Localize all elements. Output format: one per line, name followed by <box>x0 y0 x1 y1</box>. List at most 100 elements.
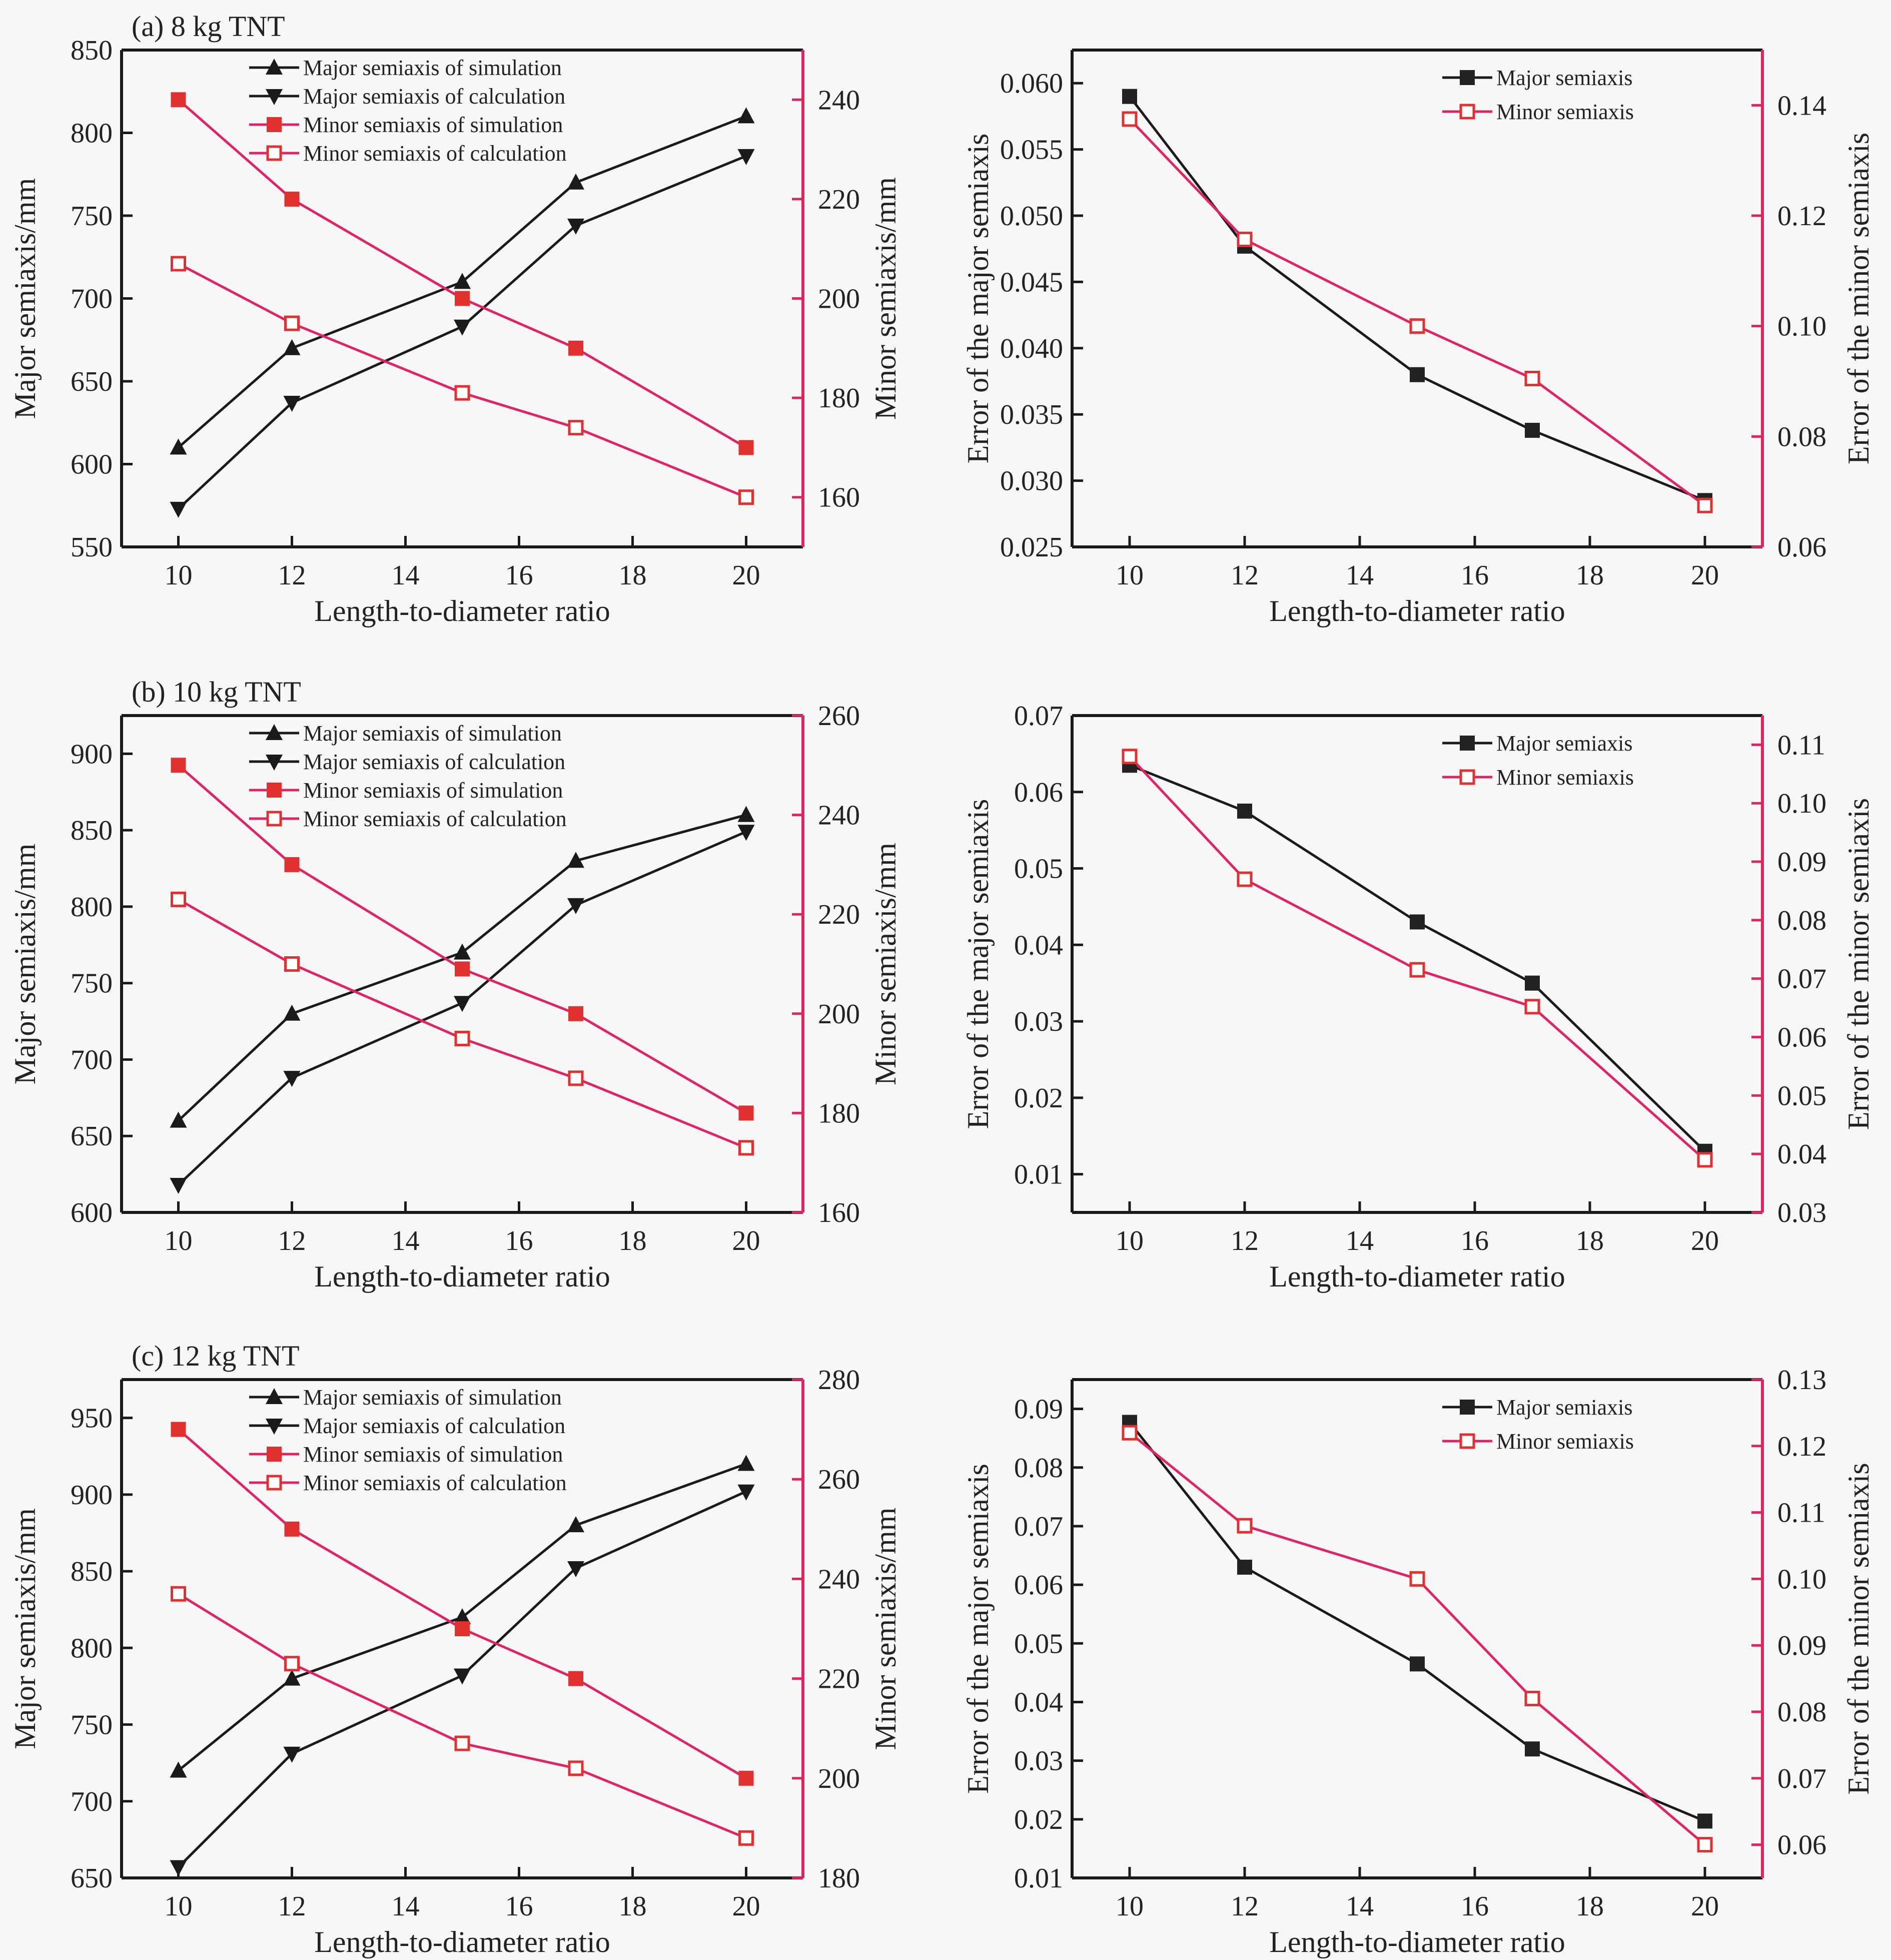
y2-tick-label: 180 <box>818 383 860 414</box>
y2-tick-label: 0.06 <box>1777 1022 1826 1053</box>
y2-tick-label: 0.08 <box>1777 1697 1826 1728</box>
data-point-3-square-open <box>738 1830 754 1846</box>
y2-tick-label: 0.10 <box>1777 311 1826 342</box>
legend-label: Minor semiaxis of calculation <box>303 807 567 831</box>
x-axis-label: Length-to-diameter ratio <box>314 1260 610 1293</box>
y2-tick-label: 0.10 <box>1777 788 1826 819</box>
y2-tick-label: 0.06 <box>1777 532 1826 563</box>
legend-marker-square-open <box>1459 1433 1475 1449</box>
data-point-1-square-open <box>1697 1152 1713 1168</box>
chart-panel-c-right: 10 12 14 16 18 20 Length-to-diameter ratio 0.01… <box>962 1365 1875 1958</box>
y2-tick-label: 220 <box>818 1664 860 1695</box>
x-tick-label: 18 <box>1576 1891 1604 1922</box>
y-axis-label: Major semiaxis/mm <box>9 1508 42 1749</box>
series-line-1 <box>1129 1432 1706 1846</box>
data-point-1-triangle-down <box>170 1860 187 1876</box>
data-point-2-square <box>284 1521 300 1537</box>
y-tick-label: 0.07 <box>1014 701 1063 732</box>
data-point-3-square-open <box>568 1760 584 1776</box>
data-point-0-triangle-up <box>737 107 755 124</box>
x-tick-label: 18 <box>1576 560 1604 591</box>
data-point-0-triangle-up <box>454 943 471 960</box>
panel-title: (c) 12 kg TNT <box>132 1340 300 1372</box>
data-point-1-triangle-down <box>283 1071 301 1087</box>
y-tick-label: 0.08 <box>1014 1453 1063 1484</box>
series-line-3 <box>178 898 747 1149</box>
x-axis-label: Length-to-diameter ratio <box>314 1925 610 1958</box>
legend-marker-square-open <box>266 811 282 827</box>
x-tick-label: 16 <box>505 1891 533 1922</box>
data-point-2-square <box>284 191 300 207</box>
data-point-2-square <box>568 340 583 356</box>
y-tick-label: 650 <box>71 1121 113 1152</box>
data-point-1-triangle-down <box>170 501 187 518</box>
y-tick-label: 0.02 <box>1014 1804 1063 1835</box>
y2-tick-label: 260 <box>818 1464 860 1495</box>
y-tick-label: 800 <box>71 1633 113 1664</box>
data-point-0-triangle-up <box>454 273 471 289</box>
data-point-3-square-open <box>738 1140 754 1156</box>
y-tick-label: 0.03 <box>1014 1006 1063 1037</box>
data-point-0-triangle-up <box>170 438 187 455</box>
x-tick-label: 10 <box>165 560 193 591</box>
data-point-1-triangle-down <box>737 1484 755 1501</box>
y2-tick-label: 0.07 <box>1777 964 1826 995</box>
x-tick-label: 16 <box>1461 1891 1489 1922</box>
y2-axis-label: Minor semiaxis/mm <box>869 843 902 1085</box>
series-line-1 <box>1129 118 1706 507</box>
data-point-1-triangle-down <box>737 825 755 841</box>
data-point-1-triangle-down <box>454 319 471 336</box>
x-tick-label: 20 <box>732 560 760 591</box>
y-tick-label: 0.02 <box>1014 1083 1063 1114</box>
data-point-3-square-open <box>454 385 470 401</box>
legend-marker-triangle-up <box>266 1388 283 1404</box>
data-point-0-square <box>1410 914 1425 930</box>
y2-tick-label: 0.12 <box>1777 1431 1826 1462</box>
y-tick-label: 650 <box>71 1863 113 1894</box>
y-tick-label: 800 <box>71 892 113 923</box>
x-tick-label: 14 <box>392 560 420 591</box>
x-tick-label: 18 <box>619 1891 647 1922</box>
data-point-0-square <box>1410 1656 1425 1672</box>
chart-panel-b-left: (b) 10 kg TNT 10 12 14 16 18 20 Length-to-diame… <box>9 676 902 1293</box>
series-line-0 <box>1129 1421 1705 1822</box>
data-point-3-square-open <box>738 489 754 505</box>
data-point-0-triangle-up <box>283 339 301 355</box>
legend-label: Minor semiaxis of calculation <box>303 141 567 166</box>
y-tick-label: 950 <box>71 1403 113 1434</box>
legend-label: Minor semiaxis <box>1496 1429 1634 1454</box>
legend-marker-square-open <box>266 145 282 161</box>
legend-label: Major semiaxis of simulation <box>303 56 562 80</box>
data-point-0-square <box>1525 422 1540 438</box>
y-tick-label: 0.03 <box>1014 1746 1063 1777</box>
legend-label: Major semiaxis of calculation <box>303 84 565 109</box>
legend-label: Major semiaxis of calculation <box>303 1414 565 1438</box>
y-tick-label: 0.035 <box>1000 399 1063 430</box>
x-tick-label: 20 <box>1691 1891 1719 1922</box>
data-point-2-square <box>171 1422 186 1437</box>
y2-tick-label: 0.13 <box>1777 1365 1826 1396</box>
x-tick-label: 18 <box>1576 1225 1604 1256</box>
y-tick-label: 0.06 <box>1014 1570 1063 1601</box>
x-tick-label: 12 <box>1231 1225 1259 1256</box>
legend-marker-square <box>1460 736 1475 751</box>
legend-label: Minor semiaxis <box>1496 765 1634 790</box>
y2-axis-label: Minor semiaxis/mm <box>869 177 902 420</box>
y-tick-label: 0.025 <box>1000 532 1063 563</box>
x-tick-label: 14 <box>1346 560 1374 591</box>
x-tick-label: 12 <box>1231 1891 1259 1922</box>
data-point-0-square <box>1237 1559 1252 1575</box>
data-point-1-square-open <box>1524 370 1540 386</box>
data-point-1-square-open <box>1122 1425 1138 1441</box>
y-tick-label: 0.05 <box>1014 854 1063 885</box>
y-tick-label: 0.04 <box>1014 1687 1063 1718</box>
data-point-1-triangle-down <box>567 218 584 235</box>
data-point-1-square-open <box>1122 749 1138 765</box>
y-tick-label: 700 <box>71 1044 113 1075</box>
legend-marker-square <box>267 1447 282 1462</box>
panel-title: (a) 8 kg TNT <box>132 10 285 43</box>
data-point-2-square <box>455 291 470 306</box>
legend-marker-square <box>267 117 282 132</box>
y2-tick-label: 0.10 <box>1777 1564 1826 1595</box>
legend-label: Major semiaxis of calculation <box>303 750 565 774</box>
